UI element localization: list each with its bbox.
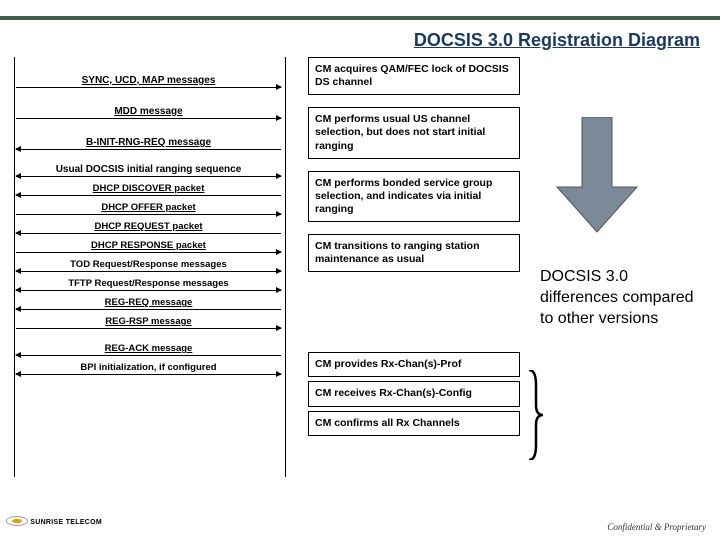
- message-arrow: [16, 309, 281, 310]
- arrowhead-left-icon: [15, 306, 21, 312]
- message-sequence-column: SYNC, UCD, MAP messages MDD message B-INIT…: [10, 57, 290, 440]
- annotation-column: DOCSIS 3.0 differences compared to other…: [520, 57, 700, 440]
- description-box: CM transitions to ranging station mainte…: [308, 234, 520, 272]
- lifeline-right: [285, 57, 286, 477]
- message-arrow: [16, 355, 281, 356]
- arrowhead-right-icon: [276, 84, 282, 90]
- diagram-content: SYNC, UCD, MAP messages MDD message B-INIT…: [0, 57, 720, 440]
- description-box: CM acquires QAM/FEC lock of DOCSIS DS ch…: [308, 57, 520, 95]
- description-box: CM provides Rx-Chan(s)-Prof: [308, 352, 520, 377]
- message-arrow: [16, 149, 281, 150]
- message-arrow: [16, 328, 281, 329]
- arrowhead-right-icon: [276, 287, 282, 293]
- page-title: DOCSIS 3.0 Registration Diagram: [0, 20, 720, 57]
- arrowhead-right-icon: [276, 211, 282, 217]
- message-row: SYNC, UCD, MAP messages: [16, 75, 281, 88]
- message-row: DHCP DISCOVER packet: [16, 183, 281, 196]
- message-arrow: [16, 118, 281, 119]
- message-label: BPI initialization, if configured: [16, 362, 281, 374]
- arrowhead-right-icon: [276, 325, 282, 331]
- message-row: MDD message: [16, 106, 281, 119]
- arrowhead-left-icon: [15, 192, 21, 198]
- message-arrow: [16, 214, 281, 215]
- message-label: TFTP Request/Response messages: [16, 278, 281, 290]
- message-arrow: [16, 195, 281, 196]
- message-label: REG-RSP message: [16, 316, 281, 328]
- message-row: Usual DOCSIS initial ranging sequence: [16, 164, 281, 177]
- message-arrow: [16, 233, 281, 234]
- arrowhead-right-icon: [276, 268, 282, 274]
- arrowhead-left-icon: [15, 287, 21, 293]
- arrowhead-left-icon: [15, 352, 21, 358]
- difference-note: DOCSIS 3.0 differences compared to other…: [540, 267, 700, 329]
- message-arrow: [16, 87, 281, 88]
- message-label: SYNC, UCD, MAP messages: [16, 75, 281, 87]
- footer-confidential: Confidential & Proprietary: [607, 522, 706, 532]
- message-arrow: [16, 290, 281, 291]
- message-label: MDD message: [16, 106, 281, 118]
- message-arrow: [16, 252, 281, 253]
- message-label: DHCP RESPONSE packet: [16, 240, 281, 252]
- message-label: DHCP OFFER packet: [16, 202, 281, 214]
- arrowhead-left-icon: [15, 230, 21, 236]
- arrowhead-right-icon: [276, 115, 282, 121]
- description-box: CM receives Rx-Chan(s)-Config: [308, 381, 520, 406]
- message-label: REG-REQ message: [16, 297, 281, 309]
- message-row: DHCP RESPONSE packet: [16, 240, 281, 253]
- description-box: CM confirms all Rx Channels: [308, 411, 520, 436]
- top-bar: [0, 0, 720, 20]
- message-label: B-INIT-RNG-REQ message: [16, 137, 281, 149]
- message-row: DHCP OFFER packet: [16, 202, 281, 215]
- message-row: BPI initialization, if configured: [16, 362, 281, 375]
- arrowhead-left-icon: [15, 173, 21, 179]
- message-row: TOD Request/Response messages: [16, 259, 281, 272]
- arrow-down-icon: [552, 117, 642, 237]
- arrowhead-right-icon: [276, 249, 282, 255]
- arrowhead-left-icon: [15, 146, 21, 152]
- arrowhead-left-icon: [15, 371, 21, 377]
- footer-logo: SUNRISE TELECOM: [6, 514, 102, 526]
- message-label: Usual DOCSIS initial ranging sequence: [16, 164, 281, 176]
- message-row: DHCP REQUEST packet: [16, 221, 281, 234]
- message-arrow: [16, 176, 281, 177]
- message-row: REG-REQ message: [16, 297, 281, 310]
- message-arrow: [16, 374, 281, 375]
- arrowhead-right-icon: [276, 371, 282, 377]
- description-column: CM acquires QAM/FEC lock of DOCSIS DS ch…: [290, 57, 520, 440]
- message-arrow: [16, 271, 281, 272]
- message-label: TOD Request/Response messages: [16, 259, 281, 271]
- brace-icon: [526, 370, 544, 460]
- message-row: REG-ACK message: [16, 343, 281, 356]
- message-row: B-INIT-RNG-REQ message: [16, 137, 281, 150]
- arrowhead-right-icon: [276, 173, 282, 179]
- lifeline-left: [14, 57, 15, 477]
- message-label: DHCP REQUEST packet: [16, 221, 281, 233]
- footer-logo-text: SUNRISE TELECOM: [30, 519, 102, 526]
- arrowhead-left-icon: [15, 268, 21, 274]
- message-row: REG-RSP message: [16, 316, 281, 329]
- message-row: TFTP Request/Response messages: [16, 278, 281, 291]
- description-box: CM performs bonded service group selecti…: [308, 171, 520, 222]
- message-label: REG-ACK message: [16, 343, 281, 355]
- logo-icon: [6, 516, 28, 526]
- message-label: DHCP DISCOVER packet: [16, 183, 281, 195]
- description-box: CM performs usual US channel selection, …: [308, 107, 520, 158]
